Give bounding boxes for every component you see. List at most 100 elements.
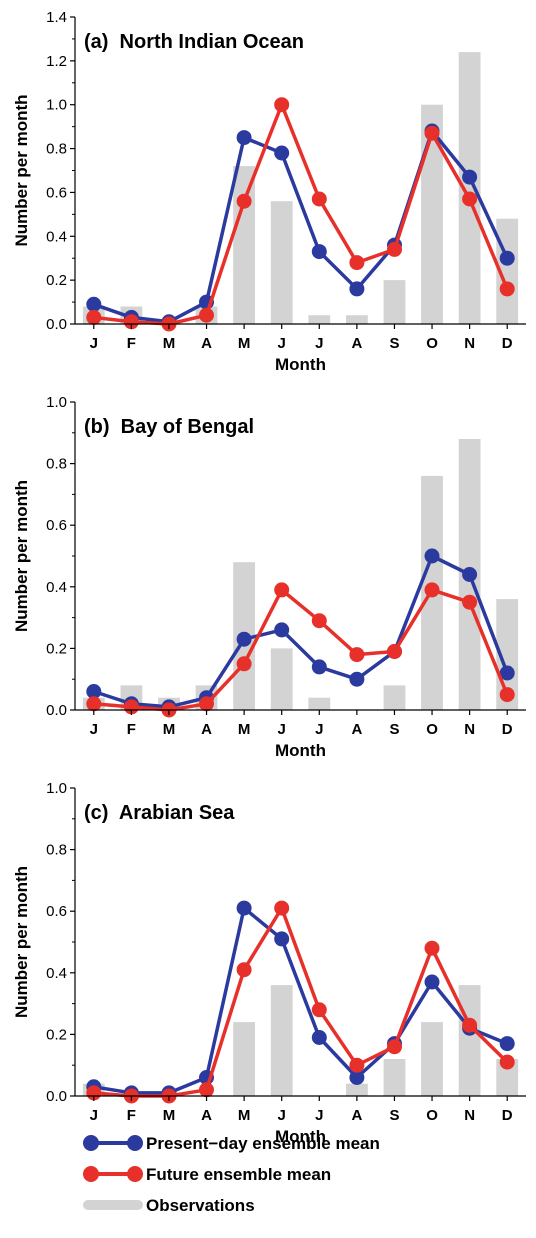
x-tick-label: N <box>464 335 475 352</box>
observation-bar <box>308 697 331 710</box>
present-point <box>424 548 440 564</box>
y-tick-label: 1.4 <box>46 9 67 26</box>
present-series-line <box>93 906 508 1095</box>
future-point <box>424 940 440 956</box>
x-tick-label: N <box>464 1107 475 1124</box>
future-point <box>311 1002 327 1018</box>
x-tick-label: S <box>389 721 399 738</box>
x-tick-label: J <box>278 1107 286 1124</box>
x-tick-label: O <box>426 721 438 738</box>
present-point <box>499 1036 515 1052</box>
future-point <box>274 97 290 113</box>
present-point <box>236 130 252 146</box>
observation-bar <box>383 1059 406 1096</box>
x-tick-label: D <box>502 335 513 352</box>
x-tick-label: M <box>163 721 176 738</box>
y-tick-label: 1.2 <box>46 53 67 70</box>
x-axis-label: Month <box>275 355 326 374</box>
observation-bar <box>458 985 481 1096</box>
y-axis-label: Number per month <box>12 94 31 246</box>
x-tick-label: A <box>201 721 212 738</box>
x-tick-label: A <box>201 335 212 352</box>
x-tick-label: J <box>315 335 323 352</box>
future-point <box>387 241 402 257</box>
x-tick-label: M <box>163 335 176 352</box>
x-tick-label: M <box>238 721 251 738</box>
panel-title: (b) Bay of Bengal <box>84 416 254 438</box>
observation-bar <box>308 315 331 324</box>
x-tick-label: O <box>426 335 438 352</box>
present-point <box>274 931 290 947</box>
future-point <box>86 1085 102 1101</box>
x-tick-label: F <box>127 721 136 738</box>
x-tick-label: A <box>351 1107 362 1124</box>
x-tick-label: D <box>502 1107 513 1124</box>
present-point <box>86 684 102 699</box>
x-tick-label: F <box>127 1107 136 1124</box>
future-point <box>349 255 365 271</box>
future-series-line <box>93 906 509 1098</box>
x-tick-label: S <box>389 1107 399 1124</box>
present-point <box>462 169 478 185</box>
x-axis-label: Month <box>275 1127 326 1146</box>
x-tick-label: M <box>238 1107 251 1124</box>
observation-bar <box>270 985 293 1096</box>
y-tick-label: 1.0 <box>46 780 67 797</box>
future-point <box>499 1054 515 1070</box>
future-point <box>462 1017 478 1033</box>
present-point <box>236 900 252 916</box>
x-tick-label: A <box>351 721 362 738</box>
y-tick-label: 1.0 <box>46 394 67 411</box>
future-point <box>123 314 139 330</box>
observation-bar <box>421 1022 443 1096</box>
x-tick-label: M <box>163 1107 176 1124</box>
x-tick-label: A <box>351 335 362 352</box>
future-point <box>424 125 440 141</box>
present-point <box>274 145 290 161</box>
legend-present-marker-right <box>127 1135 143 1151</box>
future-point <box>349 647 365 663</box>
observation-bar <box>270 201 293 324</box>
x-tick-label: F <box>127 335 136 352</box>
y-tick-label: 0.2 <box>46 1026 67 1043</box>
x-tick-label: J <box>278 335 286 352</box>
panel-title: (c) Arabian Sea <box>84 802 235 824</box>
x-tick-label: J <box>315 721 323 738</box>
future-point <box>236 962 252 978</box>
present-point <box>462 567 478 582</box>
x-tick-label: J <box>90 335 98 352</box>
panel-arabian-sea: 0.0 0.2 0.4 0.6 0.8 1.0 J F M A M J J A S O N D Month Numbe… <box>12 780 526 1146</box>
present-point <box>499 665 515 681</box>
present-point <box>274 622 290 638</box>
present-point <box>499 250 515 266</box>
present-point <box>349 1070 365 1085</box>
observation-bar <box>346 1083 368 1096</box>
y-tick-label: 0.4 <box>46 228 67 245</box>
future-point <box>311 191 327 207</box>
future-point <box>86 696 102 712</box>
x-tick-label: N <box>464 721 475 738</box>
y-tick-label: 0.4 <box>46 579 67 596</box>
observation-bar <box>421 104 443 324</box>
x-tick-label: O <box>426 1107 438 1124</box>
x-axis-label: Month <box>275 741 326 760</box>
y-tick-label: 0.6 <box>46 184 67 201</box>
legend-observations-label: Observations <box>146 1196 255 1215</box>
future-point <box>199 696 214 712</box>
y-axis-label: Number per month <box>12 866 31 1018</box>
future-point <box>236 656 252 672</box>
x-tick-label: J <box>90 721 98 738</box>
legend-future-marker-left <box>83 1166 99 1182</box>
future-point <box>123 699 139 715</box>
observation-bar <box>458 52 481 324</box>
legend-future-label: Future ensemble mean <box>146 1165 331 1184</box>
panel-title: (a) North Indian Ocean <box>84 31 304 53</box>
y-tick-label: 0.8 <box>46 141 67 158</box>
y-tick-label: 0.8 <box>46 842 67 859</box>
future-point <box>236 193 252 209</box>
observation-bar <box>496 1059 519 1096</box>
x-tick-label: J <box>315 1107 323 1124</box>
future-point <box>499 281 515 297</box>
present-point <box>311 1030 327 1045</box>
observation-bar <box>233 166 255 324</box>
